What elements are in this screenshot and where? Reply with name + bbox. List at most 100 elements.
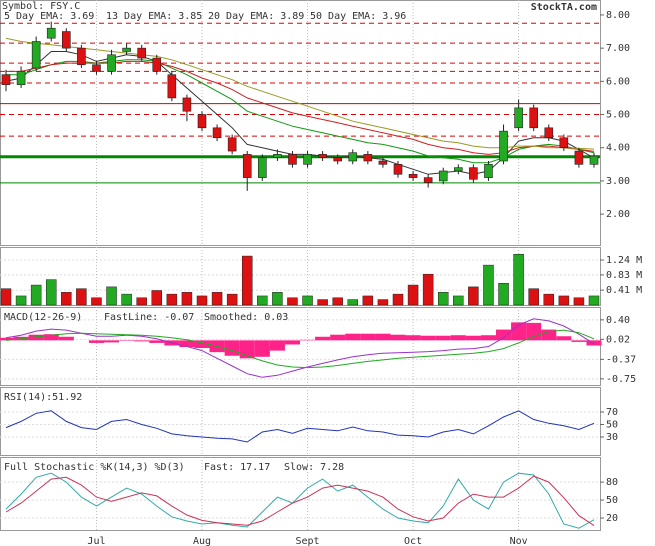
x-tick-label: Jul [87,536,105,546]
volume-bar [61,292,72,306]
volume-bar [45,279,57,306]
macd-histogram-bar [0,337,14,341]
volume-bar [513,254,524,306]
y-tick-label: 0.02 [606,334,630,345]
volume-bar [377,299,389,306]
candle-body [423,177,433,183]
macd-histogram-bar [450,335,466,341]
volume-bar [317,299,328,306]
candle-body [92,64,101,72]
candle-body [182,97,192,112]
volume-bar [332,297,343,306]
macd-histogram-bar [284,340,300,345]
panel-frame [0,247,601,306]
y-tick-label: 2.00 [606,209,630,220]
indicator-line [5,475,595,527]
ema-line [6,60,595,155]
volume-bar [558,295,570,306]
volume-bar [498,283,509,306]
volume-bar [302,295,313,306]
y-tick-label: 0.41 M [606,285,642,296]
macd-histogram-bar [58,336,74,341]
y-tick-label: 3.00 [606,176,630,187]
macd-histogram-bar [254,340,270,357]
candle-body [589,155,599,165]
chart-title: Symbol: FSY.C [2,1,80,12]
volume-bar [483,264,494,306]
macd-histogram-bar [496,329,512,341]
ema-line [5,51,595,175]
y-tick-label: 50 [606,420,618,431]
macd-line [5,318,595,378]
volume-bar [106,286,117,306]
y-tick-label: 80 [606,477,618,488]
candle-body [1,74,11,85]
macd-histogram-bar [541,329,557,341]
volume-bar [468,286,479,306]
volume-bar [226,293,238,306]
macd-histogram-bar [526,322,542,341]
candle-body [122,47,131,52]
candle-body [438,170,448,182]
x-tick-label: Sept [295,536,319,546]
macd-histogram-bar [300,339,316,341]
candle-body [499,130,508,162]
candle-body [514,107,523,129]
volume-bar [407,284,419,306]
volume-bar [241,255,253,306]
candle-body [333,157,342,162]
volume-bar [543,293,555,306]
macd-histogram-bar [88,340,104,343]
candle-body [212,127,222,139]
macd-histogram-bar [390,334,406,341]
volume-bar [362,295,374,306]
macd-line [5,329,595,369]
y-tick-label: 6.00 [606,76,630,87]
candle-body [484,164,493,178]
volume-bar [30,284,42,306]
macd-histogram-bar [330,334,346,341]
y-tick-label: 70 [606,407,618,418]
candle-body [167,74,177,99]
volume-bar [196,295,208,306]
legend-entry: Smoothed: 0.03 [204,312,288,323]
candle-body [469,167,478,180]
volume-bar [181,292,193,306]
y-tick-label: 30 [606,432,618,443]
y-tick-label: 8.00 [606,10,630,21]
candle-body [363,154,373,162]
candle-body [16,71,26,85]
candle-body [318,154,327,158]
candle-body [303,154,312,165]
macd-histogram-bar [465,335,481,341]
x-tick-label: Aug [193,536,211,546]
candle-body [62,31,71,49]
candle-body [31,41,41,69]
y-tick-label: 5.00 [606,110,630,121]
panel-frame [0,457,601,531]
volume-bar [91,297,102,306]
volume-bar [573,297,585,306]
volume-bar [136,297,147,306]
volume-bar [347,299,359,306]
y-tick-label: 1.24 M [606,255,642,266]
macd-histogram-bar [360,333,376,341]
macd-histogram-bar [435,335,451,341]
volume-bar [287,297,298,306]
panel-title: MACD(12-26-9) [4,312,82,323]
macd-histogram-bar [556,336,572,341]
panel-frame [0,307,601,386]
y-tick-label: -0.75 [606,374,636,385]
candle-body [137,47,146,59]
candle-body [46,27,56,39]
macd-histogram-bar [104,340,120,343]
ema-line [6,59,595,164]
y-tick-label: 0.83 M [606,270,642,281]
panel-title: RSI(14):51.92 [4,392,82,403]
indicator-line [5,472,595,529]
macd-histogram-bar [239,340,255,359]
x-tick-label: Oct [404,536,422,546]
macd-histogram-bar [375,333,391,341]
candle-body [288,154,297,165]
